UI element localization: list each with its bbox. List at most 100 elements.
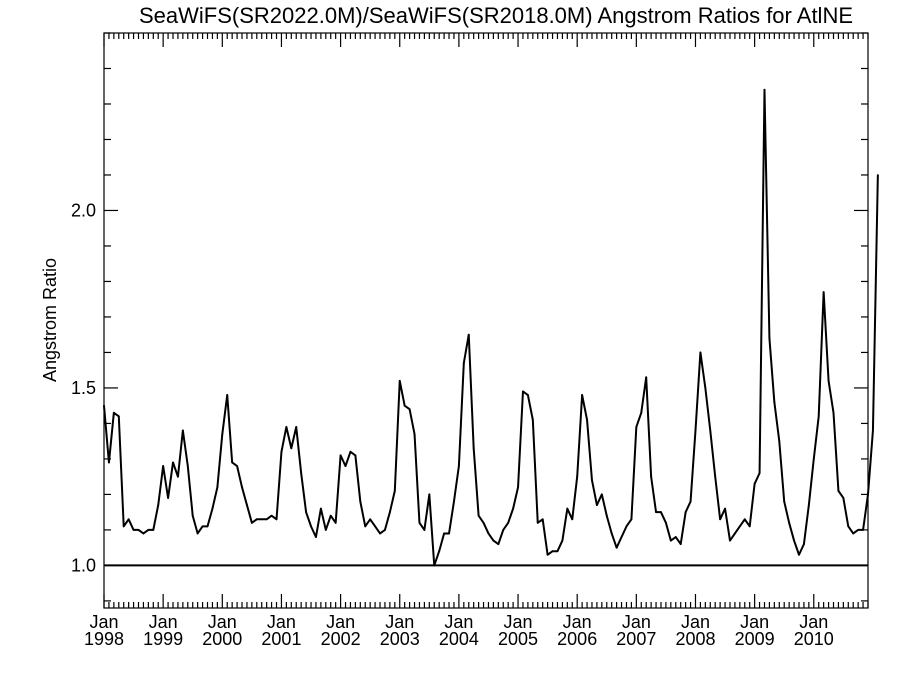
data-point bbox=[591, 479, 593, 482]
data-point bbox=[112, 411, 115, 414]
data-point bbox=[502, 529, 505, 531]
data-point bbox=[586, 418, 588, 421]
x-tick-month-label: Jan bbox=[208, 612, 237, 632]
series-line bbox=[103, 88, 879, 567]
data-point bbox=[876, 174, 879, 176]
data-point bbox=[743, 518, 746, 521]
x-tick-month-label: Jan bbox=[89, 612, 118, 632]
data-point bbox=[315, 536, 317, 538]
data-point bbox=[546, 553, 549, 556]
data-point bbox=[310, 525, 312, 528]
data-points bbox=[103, 88, 879, 567]
data-point bbox=[561, 539, 564, 542]
data-point bbox=[137, 529, 140, 531]
x-tick-year-label: 2004 bbox=[439, 629, 479, 649]
data-point bbox=[551, 550, 554, 553]
data-point bbox=[162, 465, 165, 467]
data-point bbox=[191, 514, 194, 517]
data-point bbox=[689, 500, 692, 503]
data-point bbox=[457, 465, 460, 467]
data-point bbox=[147, 529, 150, 531]
data-point bbox=[748, 525, 751, 528]
data-point bbox=[615, 546, 618, 549]
data-point bbox=[517, 486, 519, 489]
data-point bbox=[788, 521, 791, 524]
data-point bbox=[522, 390, 524, 393]
data-point bbox=[216, 486, 219, 489]
data-point bbox=[536, 521, 539, 524]
data-point bbox=[773, 401, 776, 404]
data-point bbox=[290, 447, 293, 450]
data-point bbox=[872, 429, 874, 432]
data-point bbox=[206, 525, 209, 528]
data-point bbox=[453, 500, 455, 503]
data-point bbox=[862, 529, 864, 531]
x-tick-month-label: Jan bbox=[444, 612, 473, 632]
data-point bbox=[497, 543, 500, 546]
data-point bbox=[650, 475, 653, 478]
x-tick-month-label: Jan bbox=[385, 612, 414, 632]
data-point bbox=[684, 511, 687, 514]
data-point bbox=[665, 521, 667, 524]
x-tick-month-label: Jan bbox=[740, 612, 769, 632]
data-point bbox=[167, 497, 169, 499]
data-point bbox=[600, 493, 603, 496]
x-tick-year-label: 2006 bbox=[557, 629, 597, 649]
data-point bbox=[221, 433, 224, 435]
data-point bbox=[541, 518, 544, 521]
data-point bbox=[867, 493, 869, 496]
data-point bbox=[738, 525, 741, 528]
data-point bbox=[719, 518, 722, 521]
data-point bbox=[132, 529, 135, 531]
data-point bbox=[339, 454, 342, 457]
data-point bbox=[181, 429, 184, 432]
x-tick-year-label: 2008 bbox=[675, 629, 715, 649]
data-point bbox=[236, 465, 238, 467]
data-point bbox=[374, 525, 376, 528]
y-ticks: 1.0 1.5 2.0 bbox=[71, 32, 868, 602]
data-point bbox=[438, 550, 441, 553]
data-point bbox=[117, 415, 120, 418]
data-point bbox=[403, 404, 406, 407]
x-tick-year-label: 2001 bbox=[261, 629, 301, 649]
data-point bbox=[196, 532, 199, 535]
data-point bbox=[280, 450, 283, 453]
x-tick-month-label: Jan bbox=[799, 612, 828, 632]
data-point bbox=[768, 337, 771, 340]
data-point bbox=[852, 532, 855, 535]
data-point bbox=[758, 472, 761, 475]
data-point bbox=[753, 482, 756, 485]
y-axis-label: Angstrom Ratio bbox=[40, 258, 60, 382]
data-point bbox=[275, 518, 278, 521]
data-point bbox=[443, 532, 446, 535]
data-point bbox=[270, 514, 273, 517]
data-point bbox=[152, 529, 155, 531]
data-point bbox=[369, 518, 372, 521]
data-point bbox=[778, 440, 781, 443]
data-point bbox=[413, 433, 416, 435]
data-point bbox=[157, 504, 160, 506]
data-point bbox=[226, 394, 229, 396]
data-point bbox=[384, 529, 386, 531]
data-point bbox=[295, 426, 298, 428]
x-tick-year-label: 2007 bbox=[616, 629, 656, 649]
data-point bbox=[487, 532, 490, 535]
data-point bbox=[847, 525, 850, 528]
data-point bbox=[379, 532, 381, 535]
data-point bbox=[817, 415, 820, 418]
data-point bbox=[832, 411, 835, 414]
data-point bbox=[108, 461, 110, 464]
data-point bbox=[783, 500, 786, 503]
y-tick-label: 1.0 bbox=[71, 555, 96, 575]
data-point bbox=[837, 489, 840, 492]
data-point bbox=[305, 511, 307, 514]
data-point bbox=[462, 362, 465, 364]
data-point bbox=[388, 511, 391, 514]
data-point bbox=[122, 525, 125, 528]
data-point bbox=[241, 486, 243, 489]
data-point bbox=[201, 525, 204, 528]
data-point bbox=[172, 461, 174, 464]
data-point bbox=[724, 507, 726, 510]
x-tick-year-label: 2002 bbox=[321, 629, 361, 649]
